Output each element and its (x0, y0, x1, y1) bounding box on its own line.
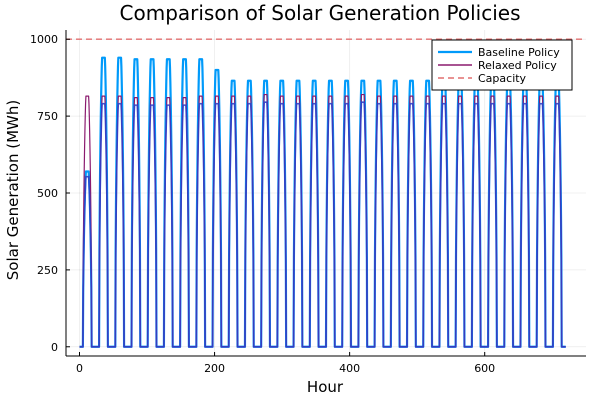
x-tick-label: 200 (204, 362, 225, 375)
legend-label: Relaxed Policy (478, 59, 557, 72)
legend-label: Capacity (478, 72, 527, 85)
series-layer (66, 38, 586, 348)
y-tick-label: 750 (37, 110, 58, 123)
series-overlap-line (79, 101, 566, 348)
y-tick-label: 1000 (30, 33, 58, 46)
axis-layer: 0 200 400 600 0 250 500 750 1000 (30, 30, 586, 375)
x-tick-label: 0 (76, 362, 83, 375)
x-tick-label: 400 (339, 362, 360, 375)
y-tick-label: 500 (37, 187, 58, 200)
y-tick-label: 250 (37, 264, 58, 277)
y-axis-label: Solar Generation (MWh) (4, 100, 22, 280)
chart-title: Comparison of Solar Generation Policies (120, 1, 521, 25)
legend-label: Baseline Policy (478, 46, 560, 59)
x-axis-label: Hour (307, 378, 344, 396)
y-tick-label: 0 (51, 341, 58, 354)
series-line-relaxed-policy (79, 93, 566, 348)
series-line-baseline-policy (78, 56, 567, 348)
x-tick-label: 600 (474, 362, 495, 375)
